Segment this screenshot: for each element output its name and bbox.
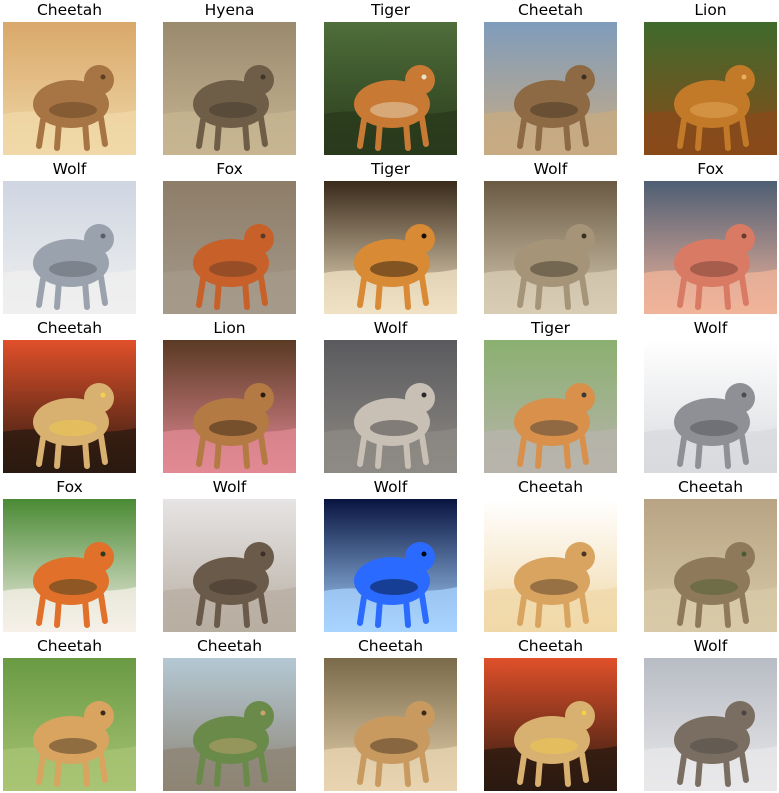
image-label: Wolf — [373, 319, 408, 337]
image-label: Cheetah — [517, 478, 584, 496]
image-label: Hyena — [204, 1, 255, 19]
image-label: Wolf — [373, 478, 408, 496]
photo-cheetah-resting-in-dry-grass — [3, 22, 136, 155]
photo-cheetah-sitting-white-background — [484, 499, 617, 632]
image-label: Wolf — [693, 319, 728, 337]
photo-wolf-howling-in-snowy-woods — [324, 340, 457, 473]
image-label: Wolf — [693, 637, 728, 655]
photo-wolf-lying-in-snow — [644, 658, 777, 791]
photo-cheetah-face-close-up — [324, 658, 457, 791]
image-label: Cheetah — [517, 1, 584, 19]
image-label: Fox — [697, 160, 724, 178]
image-label: Lion — [213, 319, 246, 337]
image-label: Wolf — [533, 160, 568, 178]
photo-hyenas-on-rocky-ground — [163, 22, 296, 155]
photo-cheetah-in-savanna-at-sunset — [3, 340, 136, 473]
image-label: Fox — [56, 478, 83, 496]
image-label: Cheetah — [36, 1, 103, 19]
photo-grey-wolf-walking-on-snow — [3, 181, 136, 314]
photo-red-fox-face-in-greenery — [3, 499, 136, 632]
image-label: Cheetah — [517, 637, 584, 655]
image-label: Tiger — [370, 1, 411, 19]
photo-cheetahs-in-tall-grass — [644, 499, 777, 632]
image-label: Tiger — [370, 160, 411, 178]
photo-cartoon-wolf-cub — [644, 340, 777, 473]
photo-glowing-blue-wolf — [324, 499, 457, 632]
photo-cheetah-with-cub-on-grass — [3, 658, 136, 791]
image-label: Lion — [694, 1, 727, 19]
photo-tiger-walking-on-road — [484, 340, 617, 473]
image-label: Cheetah — [357, 637, 424, 655]
image-label: Fox — [216, 160, 243, 178]
photo-wolf-running-in-snow — [163, 499, 296, 632]
photo-cheetah-face-close-up-sky — [484, 22, 617, 155]
image-label: Cheetah — [36, 319, 103, 337]
photo-fennec-fox-sitting — [644, 181, 777, 314]
image-label: Cheetah — [677, 478, 744, 496]
photo-red-fox-on-road — [163, 181, 296, 314]
image-label: Wolf — [212, 478, 247, 496]
photo-tiger-head-close-up — [324, 181, 457, 314]
photo-lion-roaring-close-up — [163, 340, 296, 473]
photo-cheetah-on-dead-tree — [163, 658, 296, 791]
photo-grey-wolf-portrait — [484, 181, 617, 314]
photo-lion-lying-on-rock — [644, 22, 777, 155]
image-label: Cheetah — [36, 637, 103, 655]
image-label: Cheetah — [196, 637, 263, 655]
image-label: Tiger — [530, 319, 571, 337]
image-label: Wolf — [52, 160, 87, 178]
photo-cheetah-in-savanna-at-sunset — [484, 658, 617, 791]
photo-tiger-sitting-in-bamboo-forest — [324, 22, 457, 155]
